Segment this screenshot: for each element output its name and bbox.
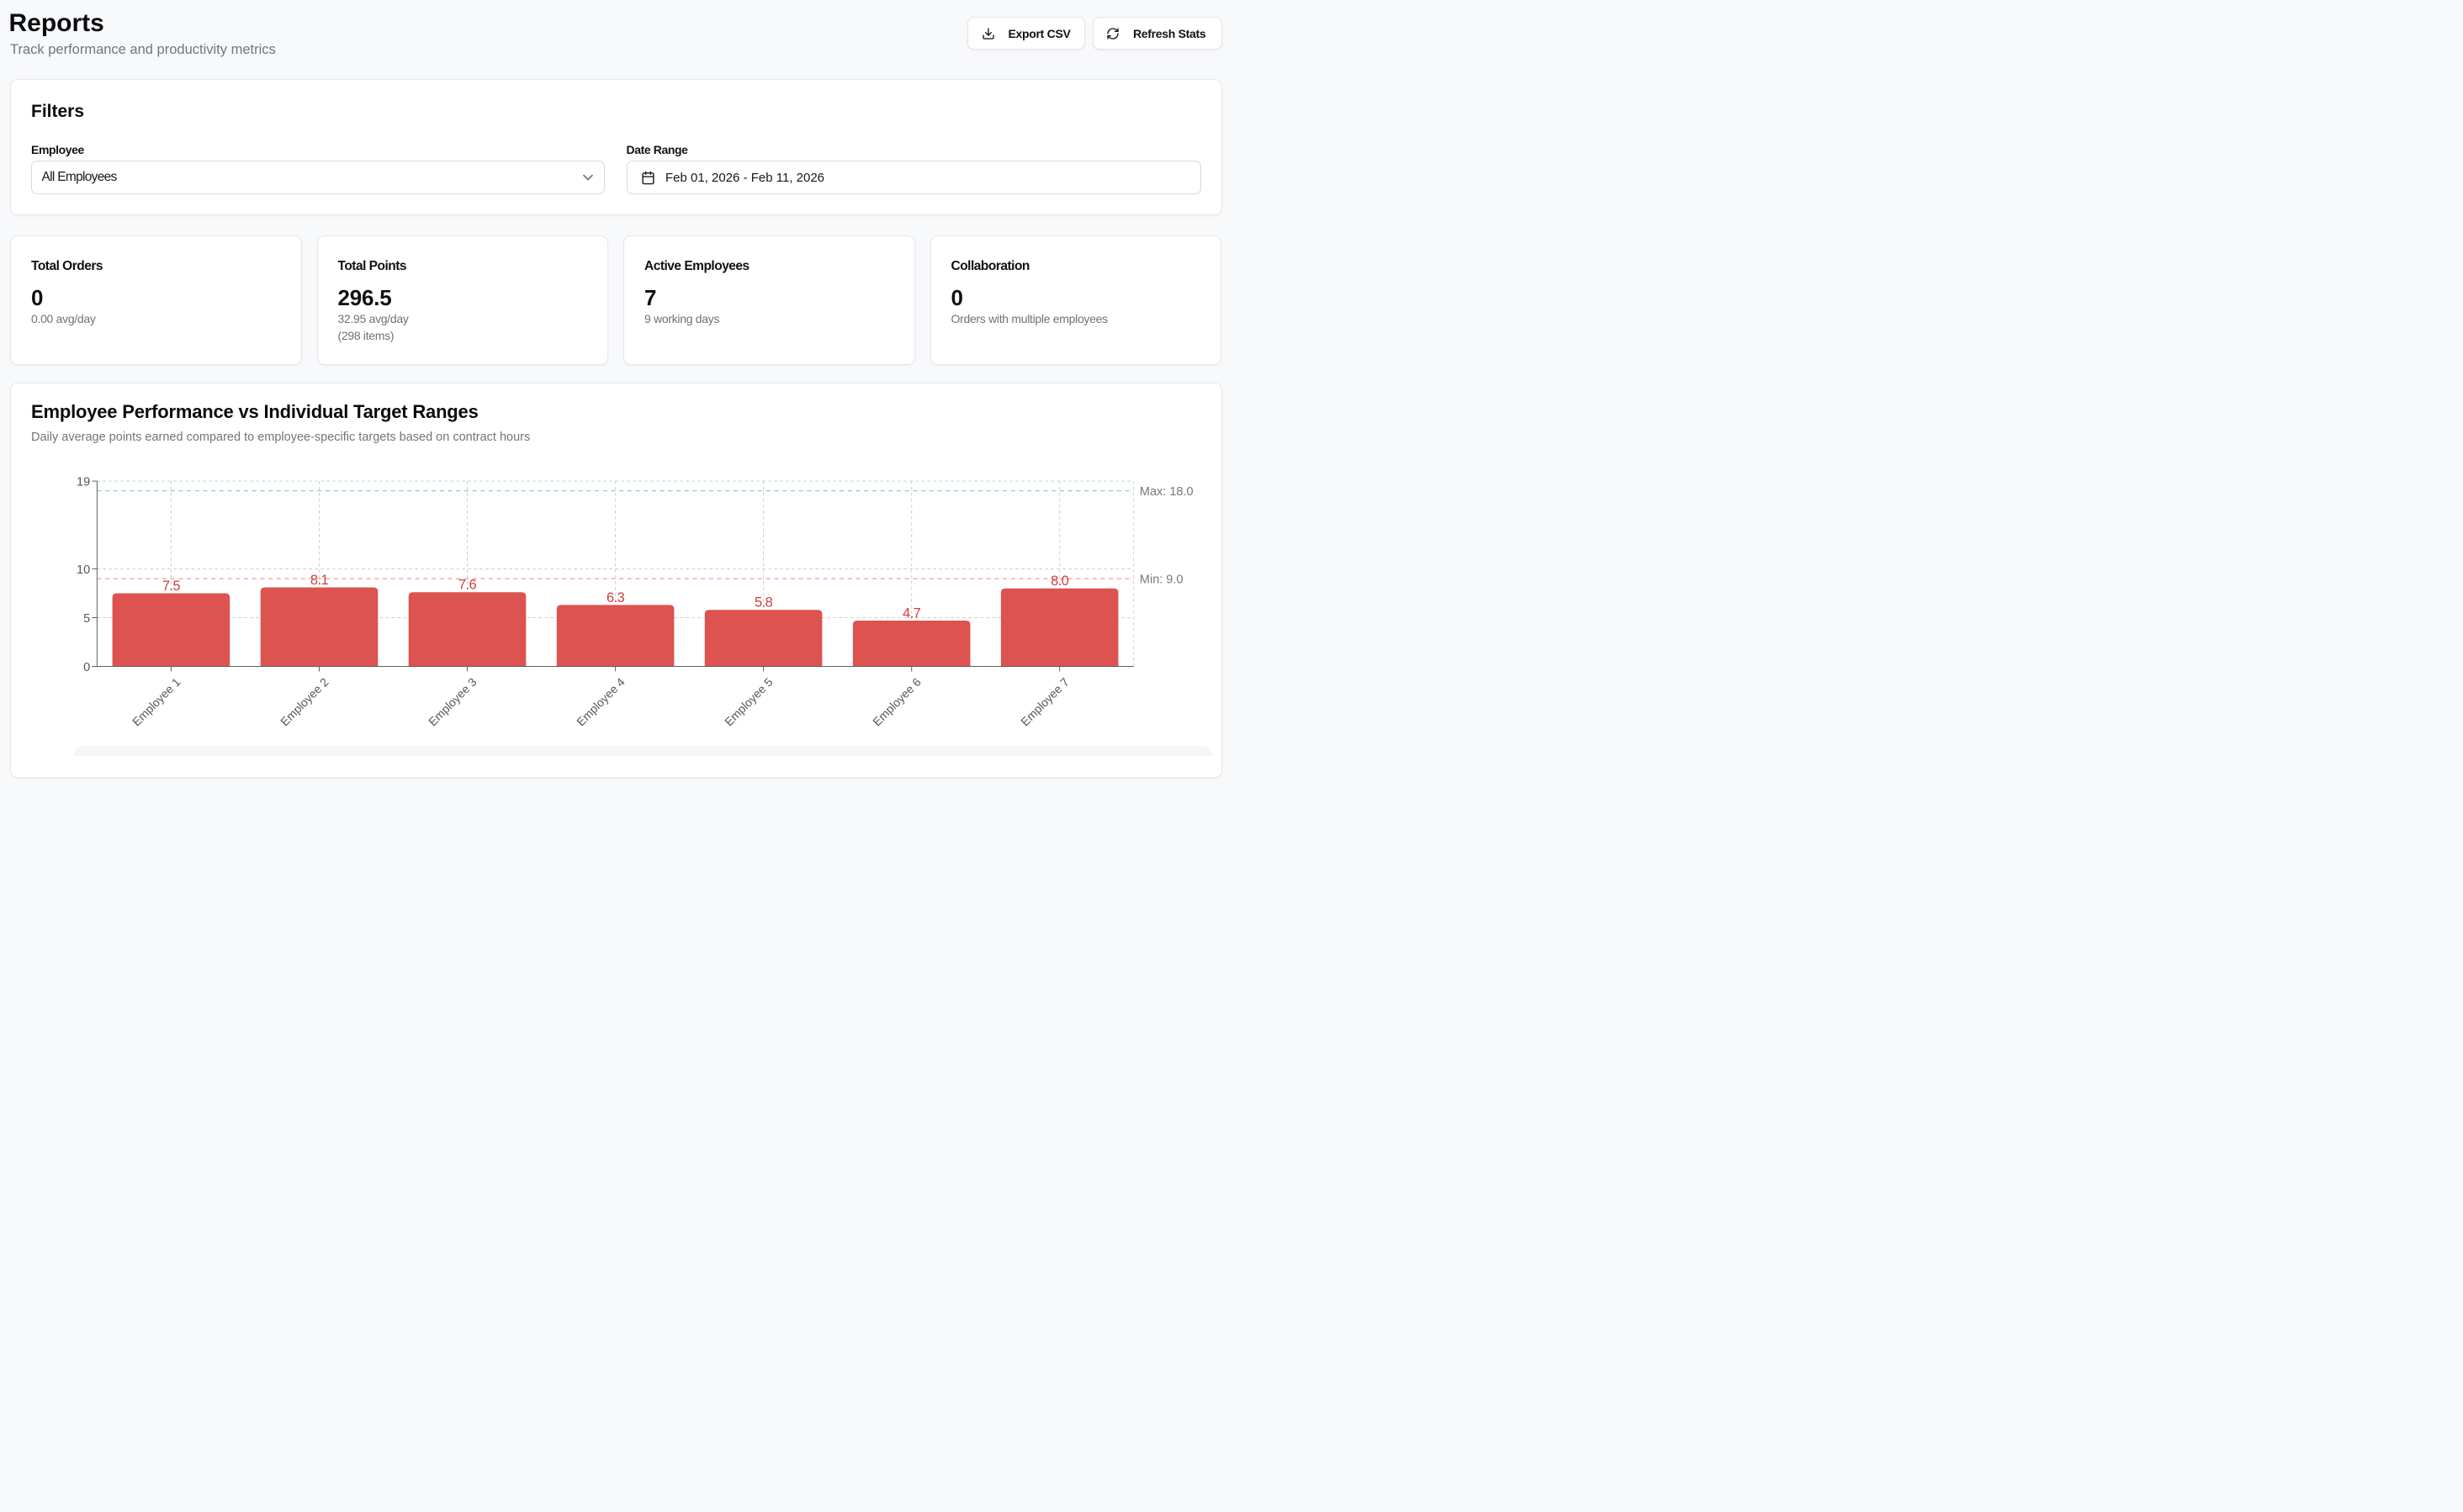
svg-text:Employee 1: Employee 1 — [130, 675, 183, 729]
svg-text:4.7: 4.7 — [903, 605, 921, 621]
svg-text:5.8: 5.8 — [755, 595, 773, 611]
svg-text:7.6: 7.6 — [458, 578, 477, 593]
svg-text:5: 5 — [83, 612, 90, 626]
svg-text:Employee 2: Employee 2 — [278, 675, 331, 729]
svg-text:7.5: 7.5 — [162, 579, 181, 594]
svg-text:Employee 6: Employee 6 — [870, 675, 924, 729]
svg-text:19: 19 — [77, 475, 90, 489]
svg-text:0: 0 — [83, 661, 90, 674]
svg-text:Min: 9.0: Min: 9.0 — [1140, 573, 1184, 586]
svg-text:Max: 18.0: Max: 18.0 — [1140, 485, 1194, 499]
svg-text:Employee 3: Employee 3 — [426, 675, 479, 729]
svg-text:8.0: 8.0 — [1051, 574, 1069, 589]
svg-text:10: 10 — [77, 563, 90, 577]
svg-text:8.1: 8.1 — [310, 573, 329, 588]
svg-text:6.3: 6.3 — [606, 590, 625, 605]
svg-text:Employee 5: Employee 5 — [722, 675, 776, 729]
svg-text:Employee 7: Employee 7 — [1018, 675, 1072, 729]
svg-text:Employee 4: Employee 4 — [574, 675, 628, 729]
